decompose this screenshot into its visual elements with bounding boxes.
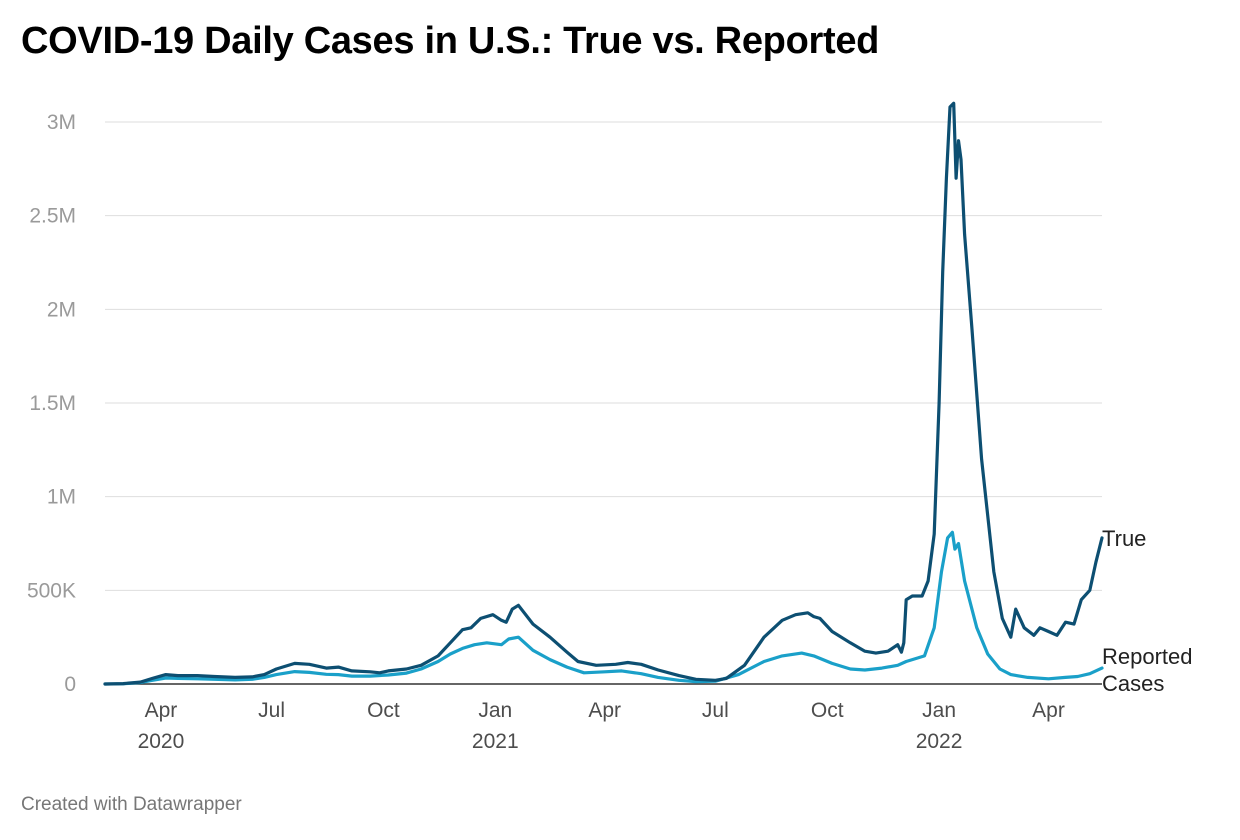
x-tick-label: Apr xyxy=(588,699,621,722)
x-tick-label: Apr xyxy=(145,699,178,722)
x-axis: Apr 2020 Jul Oct Jan 2021 Apr Jul Oct Jan 2022 Apr xyxy=(138,699,1065,753)
series-lines xyxy=(103,101,1104,686)
x-tick-label: Jan xyxy=(922,699,956,722)
chart-title: COVID-19 Daily Cases in U.S.: True vs. R… xyxy=(21,20,880,62)
x-tick-label: Apr xyxy=(1032,699,1065,722)
x-tick-label: Jul xyxy=(258,699,285,722)
x-tick-label: Oct xyxy=(811,699,844,722)
series-label-reported-cases: Reported Cases xyxy=(1102,644,1193,696)
series-line-true xyxy=(103,101,1104,686)
x-tick-label: Oct xyxy=(367,699,400,722)
credit-footer: Created with Datawrapper xyxy=(21,794,242,815)
y-tick-label: 3M xyxy=(47,111,76,134)
series-line-reported-cases xyxy=(103,530,1104,686)
y-tick-label: 1M xyxy=(47,486,76,509)
series-label-true: True xyxy=(1102,526,1146,551)
y-axis: 0 500K 1M 1.5M 2M 2.5M 3M xyxy=(27,111,76,696)
y-tick-label: 500K xyxy=(27,579,76,602)
line-chart: 0 500K 1M 1.5M 2M 2.5M 3M Apr 2020 Jul Oct Jan 2021… xyxy=(27,101,1193,753)
x-tick-label: Jul xyxy=(702,699,729,722)
x-tick-year-label: 2022 xyxy=(916,730,963,753)
y-tick-label: 2.5M xyxy=(29,205,76,228)
y-tick-label: 0 xyxy=(64,673,76,696)
series-labels: True Reported Cases xyxy=(1102,526,1193,696)
x-tick-label: Jan xyxy=(478,699,512,722)
gridlines xyxy=(105,121,1102,685)
y-tick-label: 1.5M xyxy=(29,392,76,415)
x-tick-year-label: 2021 xyxy=(472,730,519,753)
y-tick-label: 2M xyxy=(47,298,76,321)
x-tick-year-label: 2020 xyxy=(138,730,185,753)
